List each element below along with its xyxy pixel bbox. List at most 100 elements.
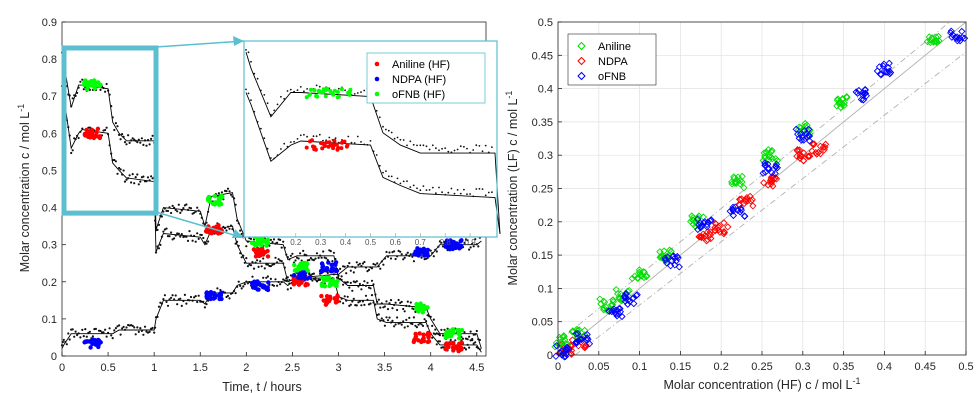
measurement-dot [343, 295, 346, 298]
hf-point-1 [443, 244, 448, 249]
measurement-dot [268, 244, 271, 247]
measurement-dot [94, 327, 97, 330]
measurement-dot [88, 330, 91, 333]
measurement-dot [150, 175, 153, 178]
inset-measurement-dot [406, 144, 408, 147]
hf-point-2 [444, 332, 449, 338]
inset-measurement-dot [390, 175, 393, 178]
hf-point-1 [451, 240, 457, 245]
parity-point-2 [704, 218, 712, 226]
inset-measurement-dot [337, 87, 340, 90]
inset-hf-point-2 [314, 93, 319, 98]
measurement-dot [240, 256, 243, 259]
inset-measurement-dot [366, 143, 369, 146]
parity-point-2 [622, 289, 630, 298]
measurement-dot [122, 135, 125, 138]
measurement-dot [414, 324, 417, 327]
measurement-dot [315, 252, 319, 255]
measurement-dot [367, 268, 371, 271]
right-x-tick-label: 0.45 [914, 361, 935, 373]
measurement-dot [409, 253, 412, 256]
right-x-tick-label: 0.35 [833, 361, 854, 373]
measurement-dot [383, 324, 386, 327]
measurement-dot [405, 253, 408, 256]
legend-label-aniline: Aniline [598, 41, 631, 53]
measurement-dot [271, 241, 274, 244]
hf-point-0 [451, 340, 456, 346]
inset-measurement-dot [469, 151, 471, 154]
left-x-tick-label: 3 [335, 362, 341, 374]
measurement-dot [128, 141, 131, 144]
measurement-dot [122, 325, 125, 328]
measurement-dot [386, 308, 390, 311]
hf-point-1 [90, 337, 95, 342]
measurement-dot [474, 238, 477, 241]
parity-point-0 [667, 247, 675, 255]
parity-point-0 [624, 287, 632, 295]
hf-point-2 [457, 328, 462, 333]
measurement-dot [163, 207, 166, 210]
measurement-dot [179, 235, 182, 238]
measurement-dot [226, 187, 230, 190]
measurement-dot [165, 300, 168, 303]
inset-measurement-dot [270, 157, 272, 159]
inset-measurement-dot [399, 182, 402, 185]
inset-measurement-dot [484, 194, 487, 197]
measurement-dot [148, 179, 151, 182]
parity-point-0 [767, 148, 776, 156]
inset-measurement-dot [478, 187, 481, 190]
measurement-dot [246, 265, 249, 268]
measurement-dot [229, 193, 233, 196]
measurement-dot [139, 327, 142, 330]
measurement-dot [366, 281, 369, 284]
measurement-dot [118, 133, 121, 136]
measurement-dot [440, 241, 443, 244]
inset-hf-point-0 [339, 146, 344, 151]
inset-measurement-dot [481, 150, 484, 153]
inset-measurement-dot [315, 135, 318, 138]
measurement-dot [114, 327, 117, 330]
measurement-dot [107, 331, 110, 334]
inset-measurement-dot [299, 86, 302, 88]
parity-point-2 [661, 256, 670, 264]
measurement-dot [242, 285, 245, 288]
measurement-dot [308, 258, 311, 262]
measurement-dot [240, 287, 243, 290]
inset-measurement-dot [419, 144, 422, 147]
measurement-dot [200, 233, 203, 237]
measurement-dot [202, 236, 205, 240]
parity-point-0 [738, 178, 746, 186]
measurement-dot [411, 322, 414, 326]
measurement-dot [104, 128, 107, 132]
measurement-dot [431, 324, 434, 327]
measurement-dot [145, 180, 148, 183]
parity-point-0 [694, 214, 702, 222]
inset-measurement-dot [245, 88, 247, 91]
measurement-dot [408, 254, 411, 257]
parity-point-1 [742, 195, 750, 204]
inset-measurement-dot [447, 150, 450, 153]
parity-point-2 [621, 297, 630, 305]
measurement-dot [372, 301, 375, 304]
measurement-dot [200, 216, 203, 219]
measurement-dot [361, 284, 364, 287]
parity-point-2 [880, 60, 888, 68]
inset-hf-point-0 [304, 145, 309, 150]
measurement-dot [329, 250, 332, 253]
measurement-dot [207, 299, 210, 302]
hf-point-2 [207, 199, 212, 204]
measurement-dot [277, 280, 280, 284]
measurement-dot [122, 169, 125, 172]
parity-point-2 [955, 34, 964, 43]
measurement-dot [385, 316, 388, 319]
parity-point-0 [837, 103, 845, 111]
inset-measurement-dot [303, 133, 305, 136]
measurement-dot [274, 256, 277, 259]
measurement-dot [414, 310, 417, 313]
measurement-dot [140, 329, 143, 332]
measurement-dot [363, 280, 366, 283]
measurement-dot [431, 252, 434, 255]
parity-point-2 [616, 308, 625, 316]
inset-measurement-dot [247, 92, 250, 95]
inset-measurement-dot [250, 99, 252, 101]
